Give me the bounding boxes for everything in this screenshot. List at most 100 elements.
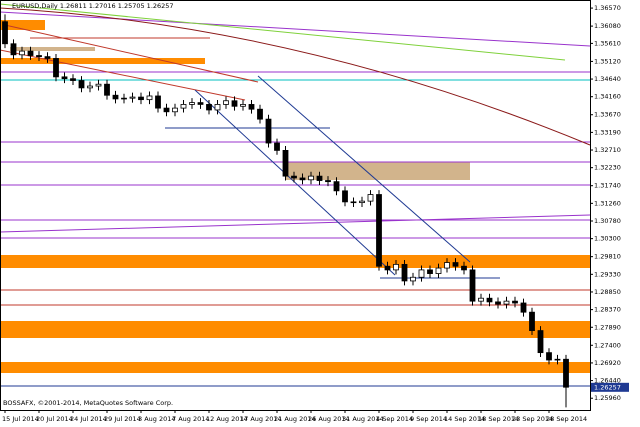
candle-body (248, 104, 255, 110)
zone (0, 362, 590, 373)
y-tick-label: 1.31740 (594, 182, 621, 190)
y-tick-label: 1.31260 (594, 199, 621, 207)
candle-body (384, 265, 391, 271)
candle-body (469, 269, 476, 302)
candle-body (138, 96, 144, 101)
x-tick-label: 9 Sep 2014 (410, 415, 447, 423)
footer: BOSSAFX, ©2001-2014, MetaQuotes Software… (3, 399, 173, 407)
candle-body (512, 300, 518, 304)
trend-line (0, 3, 566, 61)
trend-line (4, 24, 259, 83)
x-tick-label: 26 Aug 2014 (308, 415, 350, 423)
y-tick-label: 1.28370 (594, 306, 621, 314)
candle-body (529, 311, 535, 331)
zone (10, 47, 95, 51)
candle-body (350, 201, 357, 204)
y-tick-label: 1.32710 (594, 146, 621, 154)
y-tick-label: 1.27890 (594, 323, 621, 331)
trend-line (0, 49, 246, 101)
zone (285, 162, 470, 180)
candle-body (189, 102, 195, 105)
y-tick-label: 1.32230 (594, 164, 621, 172)
x-tick-label: 20 Jul 2014 (36, 415, 73, 423)
candle-body (537, 330, 544, 354)
candle-body (95, 83, 102, 87)
y-tick-label: 1.29810 (594, 253, 621, 261)
trend-line (0, 11, 591, 47)
candle-body (180, 104, 187, 109)
y-tick-label: 1.36080 (594, 22, 621, 30)
x-tick-label: 23 Sep 2014 (512, 415, 553, 423)
candle-body (333, 181, 340, 192)
candle-body (418, 269, 425, 278)
candle-body (316, 175, 323, 181)
candle-body (274, 142, 280, 151)
channel-line (257, 75, 471, 263)
last-price-box (591, 382, 629, 392)
candle-body (44, 56, 51, 59)
y-tick-label: 1.35610 (594, 39, 621, 47)
candle-body (36, 55, 42, 58)
candle-body (563, 358, 569, 388)
drawings (0, 3, 591, 387)
candle-body (401, 263, 408, 282)
candle-body (546, 352, 552, 361)
x-tick-label: 24 Jul 2014 (70, 415, 107, 423)
zone (0, 20, 45, 30)
last-price-label: 1.26257 (594, 383, 621, 391)
candle-body (214, 104, 221, 111)
candle-body (155, 95, 161, 109)
candle-body (486, 297, 493, 303)
candle-body (257, 108, 263, 120)
y-tick-label: 1.33190 (594, 128, 621, 136)
candle-body (27, 50, 34, 56)
candle-body (231, 100, 238, 107)
candle-body (367, 194, 374, 202)
y-tick-label: 1.28850 (594, 288, 621, 296)
zone (0, 58, 205, 64)
candle-body (410, 276, 416, 282)
y-tick-label: 1.36570 (594, 4, 621, 12)
candle-body (2, 21, 8, 45)
channel-line (194, 89, 396, 276)
x-tick-label: 12 Aug 2014 (206, 415, 248, 423)
x-tick-label: 4 Sep 2014 (376, 415, 413, 423)
y-tick-label: 1.25960 (594, 394, 621, 402)
candle-body (223, 100, 229, 105)
x-tick-label: 29 Jul 2014 (104, 415, 141, 423)
x-tick-label: 3 Aug 2014 (138, 415, 176, 423)
candle-body (121, 97, 127, 100)
candle-body (308, 175, 314, 181)
candle-body (427, 269, 433, 274)
trend-line (0, 214, 591, 233)
candle-body (78, 80, 85, 89)
candle-body (444, 262, 450, 269)
x-tick-label: 14 Sep 2014 (444, 415, 485, 423)
candle-body (342, 190, 348, 203)
y-tick-label: 1.26440 (594, 377, 621, 385)
y-tick-label: 1.35120 (594, 57, 621, 65)
candle-body (461, 265, 467, 271)
zone (0, 255, 590, 268)
chart-title: EURUSD,Daily 1.26811 1.27016 1.25705 1.2… (12, 2, 174, 10)
candle-body (291, 175, 297, 179)
candle-body (520, 302, 527, 313)
candle-body (265, 118, 272, 144)
candle-body (325, 180, 331, 183)
candle-body (146, 95, 153, 101)
x-tick-label: 21 Aug 2014 (274, 415, 316, 423)
candle-body (19, 50, 25, 56)
y-tick-label: 1.29330 (594, 270, 621, 278)
candle-body (240, 104, 246, 107)
candle-body (70, 78, 76, 81)
candle-body (495, 301, 501, 305)
x-tick-label: 28 Sep 2014 (546, 415, 587, 423)
plot-frame (0, 0, 591, 411)
x-tick-label: 18 Sep 2014 (478, 415, 519, 423)
x-tick-label: 17 Aug 2014 (240, 415, 282, 423)
candle-body (172, 107, 178, 113)
y-tick-label: 1.30300 (594, 235, 621, 243)
candle-body (452, 262, 459, 267)
candle-body (87, 85, 93, 89)
